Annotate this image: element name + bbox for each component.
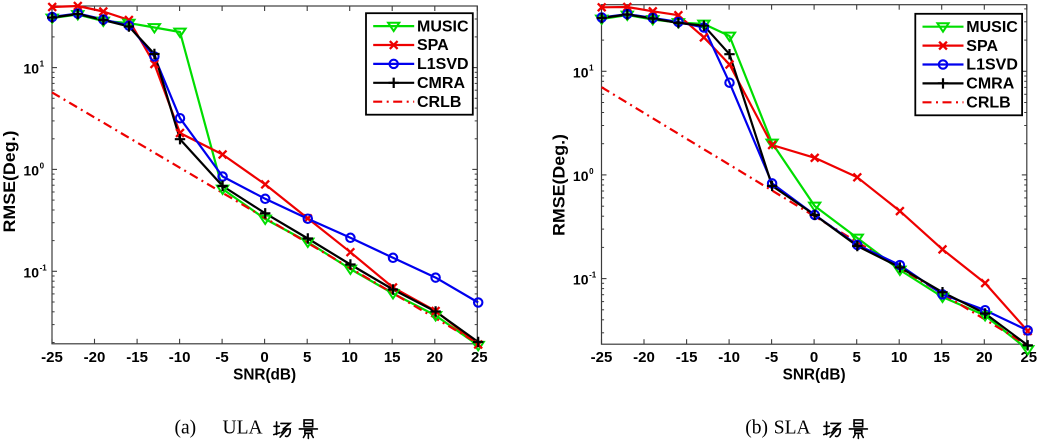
svg-text:-25: -25 <box>591 349 613 366</box>
svg-text:L1SVD: L1SVD <box>417 56 469 73</box>
svg-text:SPA: SPA <box>966 38 998 55</box>
svg-text:10: 10 <box>341 349 358 366</box>
svg-text:-1: -1 <box>40 263 48 272</box>
svg-text:-10: -10 <box>718 349 740 366</box>
svg-text:10: 10 <box>23 61 39 77</box>
svg-text:-20: -20 <box>633 349 655 366</box>
svg-text:RMSE(Deg.): RMSE(Deg.) <box>549 134 568 236</box>
svg-text:10: 10 <box>573 64 589 80</box>
svg-text:5: 5 <box>303 349 311 366</box>
svg-text:SLA: SLA <box>774 418 811 439</box>
svg-text:15: 15 <box>933 349 950 366</box>
svg-text:-20: -20 <box>84 349 106 366</box>
svg-text:RMSE(Deg.): RMSE(Deg.) <box>0 131 19 233</box>
svg-text:0: 0 <box>589 167 594 176</box>
svg-text:0: 0 <box>40 161 45 170</box>
svg-text:-5: -5 <box>765 349 778 366</box>
svg-text:1: 1 <box>589 63 594 72</box>
svg-text:-25: -25 <box>41 349 63 366</box>
svg-text:CRLB: CRLB <box>417 94 461 111</box>
svg-text:25: 25 <box>471 349 488 366</box>
svg-text:MUSIC: MUSIC <box>966 19 1018 36</box>
svg-text:10: 10 <box>573 168 589 184</box>
svg-text:CRLB: CRLB <box>966 95 1010 112</box>
svg-text:-1: -1 <box>589 271 597 280</box>
svg-text:(a): (a) <box>175 418 197 439</box>
svg-text:-5: -5 <box>215 349 228 366</box>
svg-text:CMRA: CMRA <box>966 76 1014 93</box>
svg-text:5: 5 <box>853 349 861 366</box>
svg-text:SNR(dB): SNR(dB) <box>233 366 296 383</box>
svg-text:10: 10 <box>891 349 908 366</box>
svg-text:ULA: ULA <box>223 418 263 439</box>
svg-text:25: 25 <box>1020 349 1037 366</box>
svg-text:-15: -15 <box>126 349 148 366</box>
svg-text:10: 10 <box>23 264 39 280</box>
svg-text:SPA: SPA <box>417 37 449 54</box>
svg-text:20: 20 <box>426 349 443 366</box>
svg-text:-10: -10 <box>169 349 191 366</box>
svg-text:20: 20 <box>976 349 993 366</box>
svg-text:SNR(dB): SNR(dB) <box>783 366 846 383</box>
svg-text:CMRA: CMRA <box>417 75 465 92</box>
svg-text:0: 0 <box>260 349 268 366</box>
svg-text:MUSIC: MUSIC <box>417 18 469 35</box>
svg-text:L1SVD: L1SVD <box>966 57 1018 74</box>
svg-text:15: 15 <box>384 349 401 366</box>
svg-text:-15: -15 <box>676 349 698 366</box>
svg-text:10: 10 <box>573 272 589 288</box>
svg-text:0: 0 <box>810 349 818 366</box>
svg-text:1: 1 <box>40 60 45 69</box>
svg-text:10: 10 <box>23 162 39 178</box>
svg-text:(b): (b) <box>745 418 768 439</box>
